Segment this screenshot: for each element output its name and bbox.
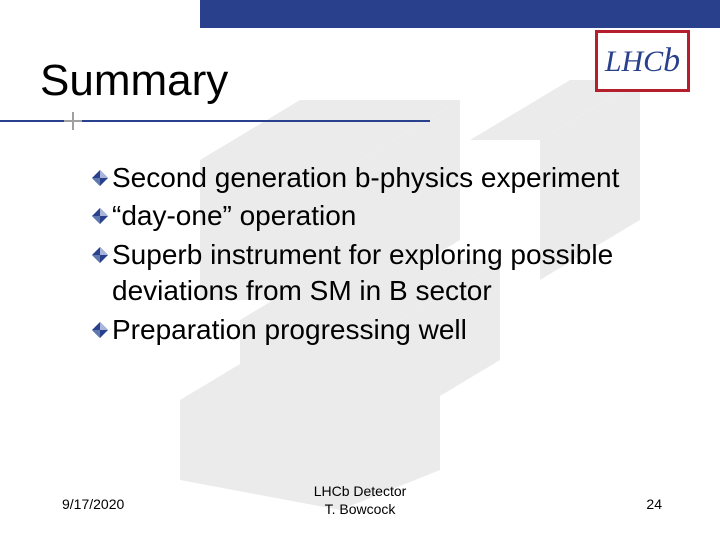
footer-title: LHCb Detector [314, 483, 407, 499]
bullet-text: “day-one” operation [112, 198, 356, 234]
diamond-bullet-icon [92, 322, 108, 338]
bullet-list: Second generation b-physics experiment “… [92, 160, 690, 350]
bullet-text: Second generation b-physics experiment [112, 160, 619, 196]
diamond-bullet-icon [92, 247, 108, 263]
logo-b: b [663, 42, 680, 79]
list-item: Second generation b-physics experiment [92, 160, 690, 196]
bullet-text: Superb instrument for exploring possible… [112, 237, 690, 310]
title-cross-mark [64, 112, 82, 130]
list-item: Preparation progressing well [92, 312, 690, 348]
footer-author: T. Bowcock [325, 501, 396, 517]
diamond-bullet-icon [92, 208, 108, 224]
footer-page-number: 24 [646, 496, 662, 512]
bullet-text: Preparation progressing well [112, 312, 467, 348]
list-item: Superb instrument for exploring possible… [92, 237, 690, 310]
diamond-bullet-icon [92, 170, 108, 186]
slide-footer: 9/17/2020 LHCb Detector T. Bowcock 24 [0, 480, 720, 520]
slide-title: Summary [40, 56, 228, 106]
footer-center: LHCb Detector T. Bowcock [0, 483, 720, 518]
header-bar [200, 0, 720, 28]
logo-text: LHCb [605, 44, 680, 78]
logo-prefix: LHC [605, 45, 663, 78]
lhcb-logo: LHCb [595, 30, 690, 92]
list-item: “day-one” operation [92, 198, 690, 234]
